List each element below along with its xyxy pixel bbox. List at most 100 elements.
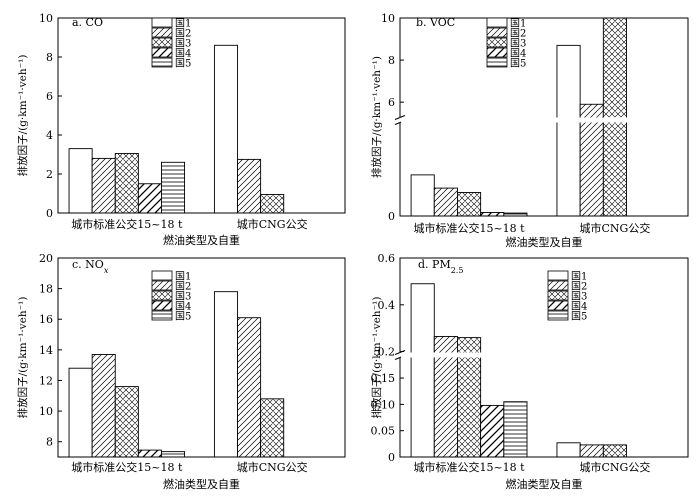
category-label: 城市标准公交15~18 t [413,221,525,235]
legend-swatch-2 [547,280,569,291]
bar-break-gap [401,117,687,123]
legend-swatch-5 [151,57,173,68]
bar-4-1 [480,404,505,458]
bar-2-2 [579,444,604,458]
y-tick-label: 10 [39,12,53,25]
legend-swatch-4 [151,47,173,58]
y-tick-label: 0.4 [378,299,396,312]
bar-2-1 [91,157,116,214]
legend-swatch-5 [151,310,173,321]
y-tick-label: 6 [388,96,395,109]
legend-label-4: 国4 [571,301,587,313]
bar-1-1 [410,174,435,217]
legend-label-1: 国1 [175,18,191,30]
legend-label-3: 国3 [175,291,191,303]
y-tick-label: 6 [46,90,53,103]
legend-swatch-2 [151,27,173,38]
bar-1-2 [213,291,238,458]
y-tick-label: 12 [39,374,53,387]
legend-label-2: 国2 [510,28,526,40]
legend-swatch-2 [486,27,508,38]
y-tick-label: 0.05 [371,425,396,438]
x-axis-label: 燃油类型及自重 [163,233,240,247]
legend-swatch-5 [486,57,508,68]
y-tick-label: 18 [39,283,53,296]
y-axis-label: 排放因子/(g·km⁻¹·veh⁻¹) [370,297,383,419]
y-tick-label: 14 [39,344,53,357]
chart-panel-3: 8 10 12 14 16 18 20 城市标准公交15~18 t 城市CNG公交燃油类型及自重… [16,252,346,491]
y-axis-label: 排放因子/(g·km⁻¹·veh⁻¹) [16,55,29,177]
bar-5-1 [161,451,186,458]
legend-label-3: 国3 [510,38,526,50]
legend-label-3: 国3 [175,38,191,50]
chart-panel-4: 0 0.05 0.10 0.15 0.2 0.4 0.6 城市标准公交15~18 t 城市CNG… [370,252,691,491]
y-tick-label: 4 [46,129,53,142]
legend-label-5: 国5 [571,311,587,323]
bar-3-2 [260,398,285,458]
bar-3-1 [457,192,482,217]
y-axis-label: 排放因子/(g·km⁻¹·veh⁻¹) [370,56,383,178]
bar-2-1 [433,187,458,217]
x-axis-label: 燃油类型及自重 [506,235,583,249]
bar-2-2 [237,158,262,214]
y-tick-label: 20 [39,252,53,265]
chart-title: c. NOx [72,258,109,275]
y-tick-label: 0.10 [371,398,396,411]
chart-title: b. VOC [416,16,455,29]
y-tick-label: 16 [39,313,53,326]
bar-1-1 [410,283,435,458]
legend-swatch-4 [151,300,173,311]
axis-break-mark [394,350,406,355]
legend-label-4: 国4 [175,48,191,60]
legend-label-5: 国5 [510,58,526,70]
legend-label-1: 国1 [571,271,587,283]
y-tick-label: 0 [46,207,53,220]
legend-swatch-3 [486,37,508,48]
bar-2-2 [237,317,262,458]
y-tick-label: 10 [381,12,395,25]
bar-2-1 [91,353,116,458]
legend-label-5: 国5 [175,58,191,70]
legend-label-2: 国2 [571,281,587,293]
chart-title: d. PM2.5 [418,258,463,275]
y-tick-label: 0 [388,210,395,223]
legend-swatch-3 [151,37,173,48]
legend-swatch-3 [547,290,569,301]
y-tick-label: 8 [46,51,53,64]
legend-label-3: 国3 [571,291,587,303]
legend-swatch-1 [547,270,569,281]
y-tick-label: 0.6 [378,252,396,265]
bar-4-1 [480,212,505,217]
bar-1-2 [556,44,581,217]
legend-swatch-3 [151,290,173,301]
legend-swatch-1 [151,17,173,28]
legend-swatch-1 [151,270,173,281]
bar-3-1 [114,386,139,458]
bar-3-1 [114,153,139,214]
bar-3-2 [602,444,627,458]
bar-1-1 [68,148,93,214]
bar-4-1 [137,183,162,214]
bar-break-gap [401,352,687,358]
y-tick-label: 2 [46,168,53,181]
bar-5-1 [161,161,186,214]
chart-title: a. CO [72,16,103,29]
bar-3-2 [260,194,285,214]
bar-5-1 [503,401,528,458]
x-axis-label: 燃油类型及自重 [506,477,583,491]
legend-label-1: 国1 [510,18,526,30]
bar-4-1 [137,449,162,458]
bar-1-2 [556,442,581,458]
category-label: 城市标准公交15~18 t [413,460,525,474]
legend-swatch-4 [486,47,508,58]
y-tick-label: 8 [388,54,395,67]
y-tick-label: 8 [46,436,53,449]
legend-swatch-4 [547,300,569,311]
legend-label-2: 国2 [175,281,191,293]
y-axis-label: 排放因子/(g·km⁻¹·veh⁻¹) [16,297,29,419]
category-label: 城市标准公交15~18 t [71,460,183,474]
y-tick-label: 10 [39,405,53,418]
category-label: 城市CNG公交 [579,221,650,235]
